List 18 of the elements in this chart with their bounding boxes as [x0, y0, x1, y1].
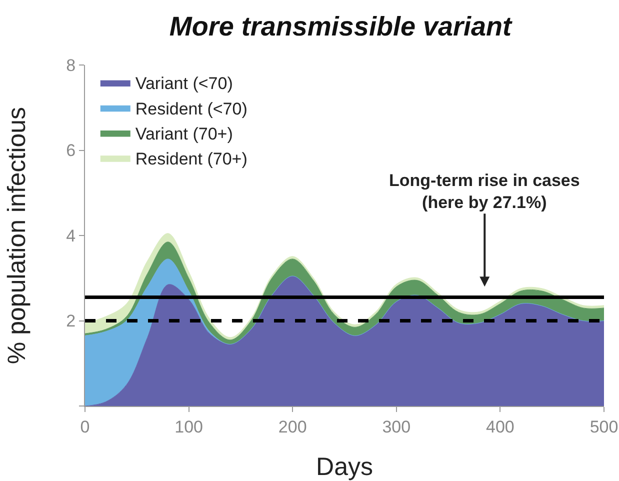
- x-tick-label: 100: [174, 417, 203, 436]
- y-tick-label: 6: [66, 141, 76, 160]
- legend-label: Resident (<70): [135, 99, 248, 118]
- x-tick-label: 200: [278, 417, 307, 436]
- legend-label: Variant (<70): [135, 74, 233, 94]
- x-tick-label: 500: [590, 417, 618, 436]
- y-tick-label: 2: [66, 312, 76, 331]
- y-tick-label: 4: [66, 226, 76, 246]
- legend-label: Resident (70+): [135, 149, 248, 168]
- x-axis-title: Days: [316, 453, 373, 481]
- x-tick-label: 0: [80, 417, 90, 436]
- x-tick-label: 400: [486, 417, 514, 436]
- y-tick-label: 8: [66, 56, 76, 75]
- annotation: Long-term rise in cases (here by 27.1%): [389, 171, 580, 212]
- chart-title: More transmissible variant: [169, 12, 513, 42]
- legend-label: Variant (70+): [135, 124, 233, 144]
- x-tick-label: 300: [382, 417, 411, 436]
- y-axis-title: % population infectious: [3, 106, 31, 364]
